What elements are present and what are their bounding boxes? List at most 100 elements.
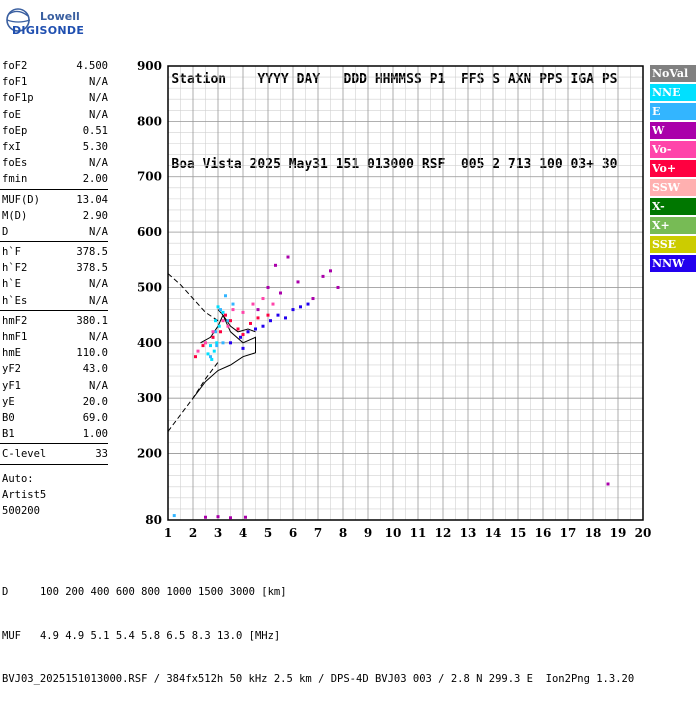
- row-value: 400: [84, 586, 110, 598]
- separator: [0, 309, 108, 311]
- y-tick-label: 200: [137, 447, 162, 461]
- header-label: P1: [429, 72, 446, 87]
- autoscale-line: 500200: [2, 504, 40, 517]
- param-value: 43.0: [82, 363, 108, 376]
- row-value: 1000: [160, 586, 192, 598]
- distance-row: D 100 200 400 600 800 1000 1500 3000 [km…: [2, 585, 634, 600]
- row-value: 200: [58, 586, 85, 598]
- separator: [0, 443, 108, 445]
- param-row: foF1 N/A: [0, 74, 108, 90]
- y-tick-label: 300: [137, 391, 162, 405]
- row-unit: [MHz]: [242, 629, 281, 642]
- point-vo: [194, 355, 197, 359]
- param-row: yF2 43.0: [0, 361, 108, 377]
- param-value: 20.0: [82, 395, 108, 408]
- header-label: IGA: [570, 72, 595, 87]
- param-value: N/A: [89, 294, 108, 307]
- header-value: 013000: [367, 157, 414, 172]
- point-e: [172, 514, 176, 518]
- param-row: fxI 5.30: [0, 139, 108, 155]
- point-nne: [212, 349, 216, 353]
- y-tick-label: 900: [137, 59, 162, 73]
- header-label: HHMMSS: [374, 72, 422, 87]
- row-value: 13.0: [210, 629, 243, 642]
- point-nne: [206, 352, 210, 356]
- param-value: 380.1: [76, 314, 108, 327]
- legend-item-w: W: [650, 122, 696, 139]
- header-label: S: [492, 72, 501, 87]
- param-value: N/A: [89, 331, 108, 343]
- x-tick-label: 12: [435, 526, 452, 540]
- y-tick-label: 500: [137, 280, 162, 294]
- x-tick-label: 18: [585, 526, 602, 540]
- param-value: 33: [95, 448, 108, 461]
- y-tick-label: 80: [145, 513, 162, 527]
- point-w: [279, 291, 282, 295]
- param-row: foE N/A: [0, 107, 108, 123]
- point-e: [226, 319, 230, 323]
- point-w: [229, 516, 232, 520]
- point-nnw: [291, 308, 295, 312]
- row-value: 600: [109, 586, 135, 598]
- param-value: 0.51: [82, 124, 108, 137]
- point-vo: [221, 319, 225, 323]
- param-value: N/A: [89, 379, 108, 392]
- param-key: foEs: [2, 157, 28, 170]
- header-labels: Station YYYY DAY DDD HHMMSS P1 FFS S AXN…: [140, 54, 617, 105]
- point-vo: [236, 327, 240, 331]
- param-value: 5.30: [82, 140, 108, 153]
- point-nnw: [241, 346, 245, 350]
- point-vo: [224, 313, 227, 317]
- legend-item-e: E: [650, 103, 696, 120]
- param-key: fxI: [2, 140, 21, 153]
- param-key: yE: [2, 395, 15, 408]
- header-value: 03+: [570, 157, 595, 172]
- footer: D 100 200 400 600 800 1000 1500 3000 [km…: [2, 556, 634, 701]
- point-e: [219, 308, 222, 312]
- param-value: N/A: [89, 92, 108, 105]
- param-value: N/A: [89, 225, 108, 238]
- header-value: 005: [460, 157, 485, 172]
- param-key: fmin: [2, 173, 28, 186]
- param-key: foEp: [2, 124, 28, 137]
- row-label: MUF: [2, 629, 28, 642]
- header-value: 151: [335, 157, 360, 172]
- param-value: 110.0: [76, 347, 108, 360]
- param-key: h`Es: [2, 294, 28, 307]
- param-row: foEp 0.51: [0, 123, 108, 139]
- polarization-legend: NoVal NNE E W Vo- Vo+ SSW X- X+ SSE NNW: [650, 65, 696, 274]
- param-key: hmE: [2, 347, 21, 360]
- row-value: 8.3: [185, 629, 211, 642]
- param-key: yF1: [2, 379, 21, 392]
- point-e: [209, 355, 212, 359]
- x-tick-label: 10: [385, 526, 402, 540]
- param-key: B1: [2, 428, 15, 441]
- param-key: B0: [2, 411, 15, 424]
- point-vo: [261, 297, 265, 301]
- point-vo: [229, 319, 232, 323]
- row-value: 1500: [191, 586, 224, 598]
- y-tick-label: 800: [137, 114, 162, 128]
- row-value: 3000: [223, 586, 255, 598]
- trace-dashed-trace: [167, 273, 219, 322]
- x-tick-label: 15: [510, 526, 527, 540]
- param-row: h`E N/A: [0, 276, 108, 292]
- param-key: hmF2: [2, 314, 28, 327]
- header-label: Station: [171, 72, 227, 87]
- point-nnw: [261, 324, 265, 328]
- point-vo: [196, 349, 200, 353]
- point-w: [329, 269, 332, 273]
- x-tick-label: 1: [164, 526, 172, 540]
- legend-item-ssw: SSW: [650, 179, 696, 196]
- row-value: 5.4: [109, 629, 135, 642]
- separator: [0, 188, 108, 190]
- param-key: h`E: [2, 278, 21, 291]
- point-nnw: [229, 341, 232, 345]
- point-nne: [209, 344, 212, 348]
- point-e: [224, 294, 227, 298]
- header-label: FFS: [460, 72, 485, 87]
- point-nne: [215, 341, 219, 345]
- point-w: [204, 515, 207, 519]
- legend-item-noval: NoVal: [650, 65, 696, 82]
- x-tick-label: 14: [485, 526, 502, 540]
